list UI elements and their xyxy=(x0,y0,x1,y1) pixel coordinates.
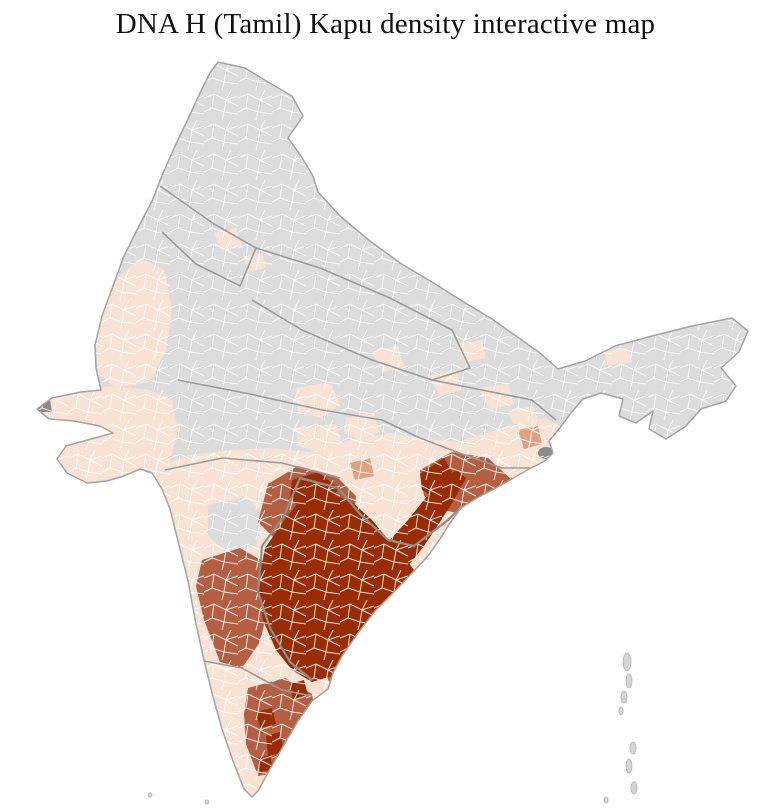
state-borders xyxy=(159,185,557,697)
island-chain[interactable] xyxy=(147,652,638,805)
page-title: DNA H (Tamil) Kapu density interactive m… xyxy=(115,8,656,40)
region-low-patch[interactable] xyxy=(686,276,716,300)
india-outline xyxy=(36,61,749,798)
region-medium-south[interactable] xyxy=(298,742,334,774)
region-medium-low-patch[interactable] xyxy=(330,688,354,711)
